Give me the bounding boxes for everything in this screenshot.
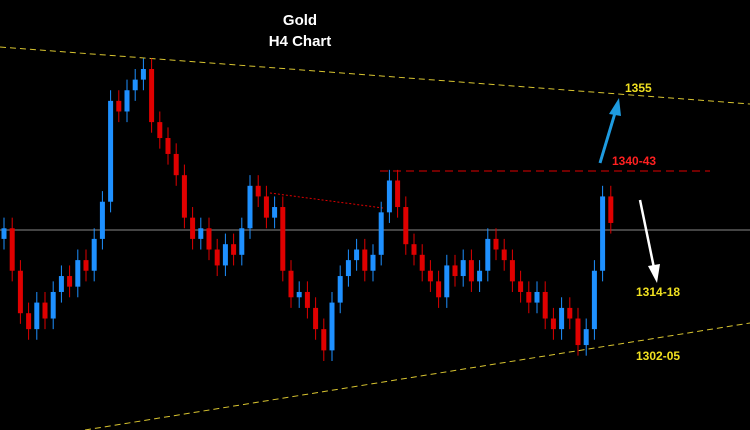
candle-body	[542, 291, 548, 319]
candle-body	[263, 196, 269, 218]
down-arrowhead	[648, 264, 660, 283]
candle-body	[485, 238, 491, 271]
candle-body	[58, 276, 64, 292]
candle-body	[370, 254, 376, 271]
candle-body	[362, 249, 368, 271]
candle-body	[17, 270, 23, 314]
down-arrow	[638, 199, 656, 269]
candle-body	[190, 217, 196, 239]
candle-body	[386, 180, 392, 213]
candle-body	[222, 244, 228, 266]
candle-body	[26, 313, 32, 330]
candle-body	[280, 207, 286, 271]
candle-body	[477, 270, 483, 282]
candle-body	[329, 302, 335, 351]
annotation: 1340-43	[612, 154, 656, 168]
annotation: 1355	[625, 81, 652, 95]
candle-body	[600, 196, 606, 271]
lower-trendline	[84, 322, 750, 430]
candle-body	[419, 254, 425, 271]
candle-body	[181, 175, 187, 218]
candle-body	[550, 318, 556, 330]
candle-body	[567, 307, 573, 319]
candle-body	[559, 307, 565, 330]
candles	[1, 58, 614, 361]
candle-body	[132, 79, 138, 91]
candle-body	[321, 329, 327, 351]
upper-trendline	[0, 46, 750, 105]
candle-body	[501, 249, 507, 261]
candle-body	[526, 291, 532, 303]
annotation: 1314-18	[636, 285, 680, 299]
candle-body	[206, 228, 212, 250]
up-arrowhead	[609, 98, 621, 116]
candle-body	[173, 153, 179, 176]
candle-body	[157, 122, 163, 139]
candle-body	[509, 260, 515, 282]
candle-body	[99, 201, 105, 239]
candle-body	[116, 100, 122, 112]
candle-body	[444, 265, 450, 298]
candle-body	[50, 291, 56, 319]
candle-body	[255, 185, 261, 197]
candle-body	[534, 291, 540, 303]
candle-body	[42, 302, 48, 319]
candle-body	[165, 138, 171, 154]
chart-subtitle: H4 Chart	[269, 33, 332, 50]
candle-body	[198, 228, 204, 239]
candle-body	[1, 228, 7, 239]
candle-body	[583, 329, 589, 346]
candle-body	[83, 260, 89, 271]
candle-body	[34, 302, 40, 330]
candle-body	[518, 281, 524, 292]
candle-body	[436, 281, 442, 298]
candle-body	[140, 69, 146, 80]
candle-body	[345, 260, 351, 277]
candle-body	[304, 291, 310, 308]
candle-body	[247, 185, 253, 229]
candle-body	[468, 260, 474, 282]
candle-body	[9, 228, 15, 271]
up-arrow	[598, 112, 617, 164]
candle-body	[411, 244, 417, 255]
candle-body	[591, 270, 597, 330]
candle-body	[149, 69, 155, 123]
candle-body	[608, 196, 614, 223]
candle-body	[67, 276, 73, 287]
candle-body	[288, 270, 294, 298]
candle-body	[239, 228, 245, 255]
candle-body	[378, 212, 384, 255]
candle-body	[452, 265, 458, 277]
candle-body	[231, 244, 237, 255]
candle-body	[272, 207, 278, 218]
candle-body	[460, 260, 466, 277]
candle-body	[575, 318, 581, 346]
candle-body	[337, 276, 343, 303]
candle-body	[91, 238, 97, 271]
dotted-line	[269, 192, 384, 209]
candle-body	[354, 249, 360, 261]
candle-body	[427, 270, 433, 282]
annotation: 1302-05	[636, 349, 680, 363]
candle-body	[108, 100, 114, 202]
candle-body	[75, 260, 81, 287]
candle-body	[214, 249, 220, 266]
candle-body	[493, 238, 499, 250]
candle-body	[403, 207, 409, 245]
candle-body	[395, 180, 401, 208]
candle-body	[313, 307, 319, 330]
chart-title: Gold	[283, 12, 317, 29]
candle-body	[124, 90, 130, 112]
candle-body	[296, 291, 302, 298]
